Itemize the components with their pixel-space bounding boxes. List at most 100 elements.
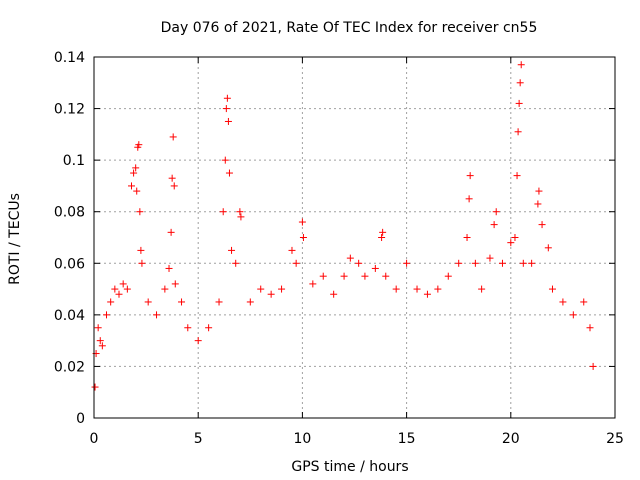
data-point (111, 285, 119, 293)
data-point (586, 324, 594, 332)
x-tick-label: 10 (293, 431, 311, 447)
data-point (517, 61, 525, 69)
data-point (167, 228, 175, 236)
y-tick-label: 0.12 (54, 102, 85, 118)
y-tick-label: 0.1 (63, 153, 85, 169)
data-point (184, 324, 192, 332)
data-point (528, 259, 536, 267)
data-point (237, 213, 245, 221)
data-point (144, 298, 152, 306)
data-point (171, 280, 179, 288)
data-point (267, 290, 275, 298)
data-point (444, 272, 452, 280)
data-point (168, 174, 176, 182)
x-axis-label: GPS time / hours (291, 459, 408, 475)
data-point (361, 272, 369, 280)
data-point (107, 298, 115, 306)
data-point (463, 234, 471, 241)
data-point (94, 324, 102, 332)
data-point (288, 246, 296, 254)
y-tick-label: 0 (76, 411, 85, 427)
data-point (257, 285, 265, 293)
data-point (490, 221, 498, 229)
data-point (507, 239, 515, 247)
data-point (170, 182, 178, 190)
data-point (515, 99, 523, 107)
data-point (534, 200, 542, 208)
data-point (379, 228, 387, 236)
y-tick-label: 0.02 (54, 359, 85, 375)
data-point (423, 290, 431, 298)
x-tick-label: 0 (90, 431, 99, 447)
data-point (91, 383, 99, 391)
data-point (382, 272, 390, 280)
data-point (589, 362, 597, 370)
data-point (355, 259, 363, 267)
data-point (465, 195, 473, 203)
data-point (548, 285, 556, 293)
y-axis-label: ROTI / TECUs (7, 193, 23, 285)
data-point (219, 208, 227, 216)
data-point (130, 169, 138, 177)
data-point (138, 259, 146, 267)
data-point (392, 285, 400, 293)
data-point (516, 79, 524, 87)
data-point (292, 259, 300, 267)
data-point (371, 264, 379, 272)
x-tick-label: 25 (606, 431, 624, 447)
data-point (403, 259, 411, 267)
data-point (161, 285, 169, 293)
data-point (471, 259, 479, 267)
data-point (236, 208, 244, 216)
data-point (132, 164, 140, 172)
data-point (513, 172, 521, 180)
data-point (119, 280, 127, 288)
x-tick-label: 15 (398, 431, 416, 447)
data-point (569, 311, 577, 319)
y-tick-label: 0.06 (54, 256, 85, 272)
data-point (128, 182, 136, 190)
data-point (205, 324, 213, 332)
data-point (519, 259, 527, 267)
data-point (222, 105, 230, 113)
data-point (346, 254, 354, 262)
data-point (98, 342, 106, 350)
data-point (538, 221, 546, 229)
data-point (246, 298, 254, 306)
data-point (309, 280, 317, 288)
data-point (535, 187, 543, 195)
data-point (115, 290, 123, 298)
data-point (330, 290, 338, 298)
data-point (136, 208, 144, 216)
data-point (137, 246, 145, 254)
data-point (544, 244, 552, 252)
data-point (223, 94, 231, 102)
data-point (221, 156, 229, 164)
data-point (278, 285, 286, 293)
data-point (96, 337, 104, 345)
data-point (378, 234, 386, 241)
data-point (299, 234, 307, 241)
data-point (478, 285, 486, 293)
data-point (580, 298, 588, 306)
data-point (559, 298, 567, 306)
data-point (319, 272, 327, 280)
y-tick-label: 0.08 (54, 205, 85, 221)
data-point (178, 298, 186, 306)
data-point (103, 311, 111, 319)
data-point (232, 259, 240, 267)
y-tick-label: 0.14 (54, 50, 85, 66)
data-point (133, 187, 141, 195)
data-point (413, 285, 421, 293)
data-point (224, 117, 232, 125)
plot-frame (93, 56, 616, 419)
data-point (228, 246, 236, 254)
data-point (215, 298, 223, 306)
data-point (511, 234, 519, 241)
data-point (123, 285, 131, 293)
data-point (486, 254, 494, 262)
y-tick-label: 0.04 (54, 308, 85, 324)
data-point (194, 337, 202, 345)
